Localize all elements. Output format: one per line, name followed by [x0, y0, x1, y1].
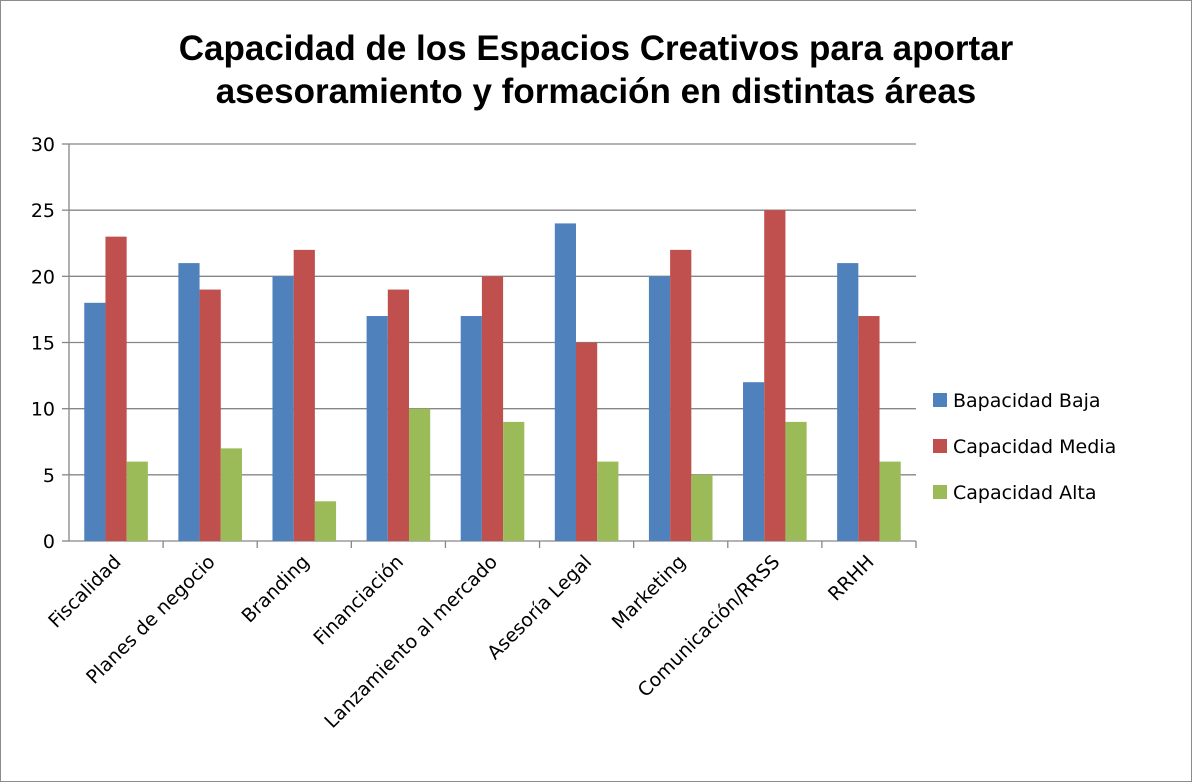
x-tick-label: Lanzamiento al mercado [320, 551, 502, 733]
bar [178, 263, 200, 541]
legend-swatch [933, 485, 947, 499]
legend-label: Bapacidad Baja [953, 390, 1101, 412]
bar [199, 289, 221, 541]
y-tick-label: 5 [43, 465, 55, 487]
bar [387, 289, 409, 541]
bar [84, 302, 106, 541]
y-tick-label: 20 [31, 266, 55, 288]
chart-title: Capacidad de los Espacios Creativos para… [1, 27, 1191, 113]
bar [670, 249, 692, 541]
bar [272, 276, 294, 541]
bar [858, 316, 880, 541]
x-tick-label: Fiscalidad [44, 551, 125, 632]
bar [408, 408, 431, 541]
y-tick-label: 30 [31, 134, 55, 156]
legend-label: Capacidad Media [953, 436, 1116, 458]
bar [554, 223, 577, 541]
bar [837, 263, 859, 541]
x-tick-label: RRHH [824, 551, 878, 605]
y-tick-label: 15 [31, 333, 55, 355]
bar [220, 448, 242, 541]
bar [764, 210, 786, 541]
bar [597, 461, 619, 541]
bar [691, 474, 713, 541]
bar [366, 316, 388, 541]
bar [576, 342, 598, 541]
chart-title-line-1: Capacidad de los Espacios Creativos para… [178, 29, 1014, 68]
bar [648, 276, 671, 541]
y-tick-label: 25 [31, 200, 55, 222]
bar [785, 421, 807, 541]
bar [105, 236, 127, 541]
legend-label: Capacidad Alta [953, 482, 1097, 504]
chart-title-line-2: asesoramiento y formación en distintas á… [215, 72, 977, 111]
bar [743, 382, 765, 541]
bar [879, 461, 901, 541]
bar [126, 461, 148, 541]
bar [314, 501, 337, 541]
y-tick-label: 0 [43, 531, 55, 553]
x-tick-label: Marketing [608, 551, 691, 634]
legend-swatch [933, 393, 947, 407]
bar [503, 421, 525, 541]
bar [481, 276, 504, 541]
legend-swatch [933, 439, 947, 453]
bar [460, 316, 482, 541]
bar [293, 249, 315, 541]
x-tick-label: Financiación [309, 551, 408, 650]
x-tick-label: Branding [237, 551, 313, 627]
y-tick-label: 10 [31, 399, 55, 421]
